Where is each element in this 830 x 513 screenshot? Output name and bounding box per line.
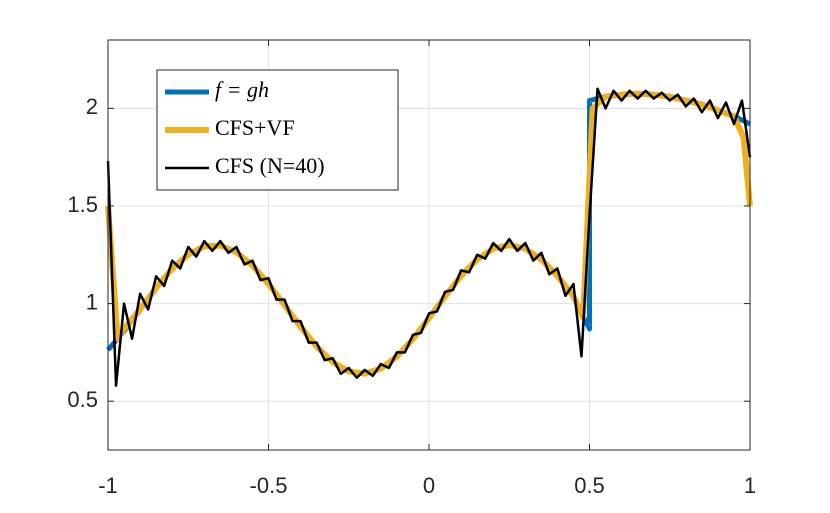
x-tick-label: 0.5 [574,473,605,498]
y-tick-label: 1 [86,289,98,314]
legend-label: CFS (N=40) [215,153,325,178]
legend: f = gh CFS+VF CFS (N=40) [156,69,399,191]
x-tick-label: 1 [744,473,756,498]
plot-lines [105,87,753,387]
legend-label: CFS+VF [215,115,295,140]
legend-label: f = gh [215,77,269,102]
y-tick-label: 0.5 [67,387,98,412]
ticks: -1 -0.5 0 0.5 1 0.5 1 1.5 2 [67,40,756,498]
y-tick-label: 2 [86,94,98,119]
x-tick-label: -0.5 [250,473,288,498]
x-tick-label: 0 [423,473,435,498]
x-tick-label: -1 [98,473,118,498]
y-tick-label: 1.5 [67,192,98,217]
line-series [106,87,752,387]
